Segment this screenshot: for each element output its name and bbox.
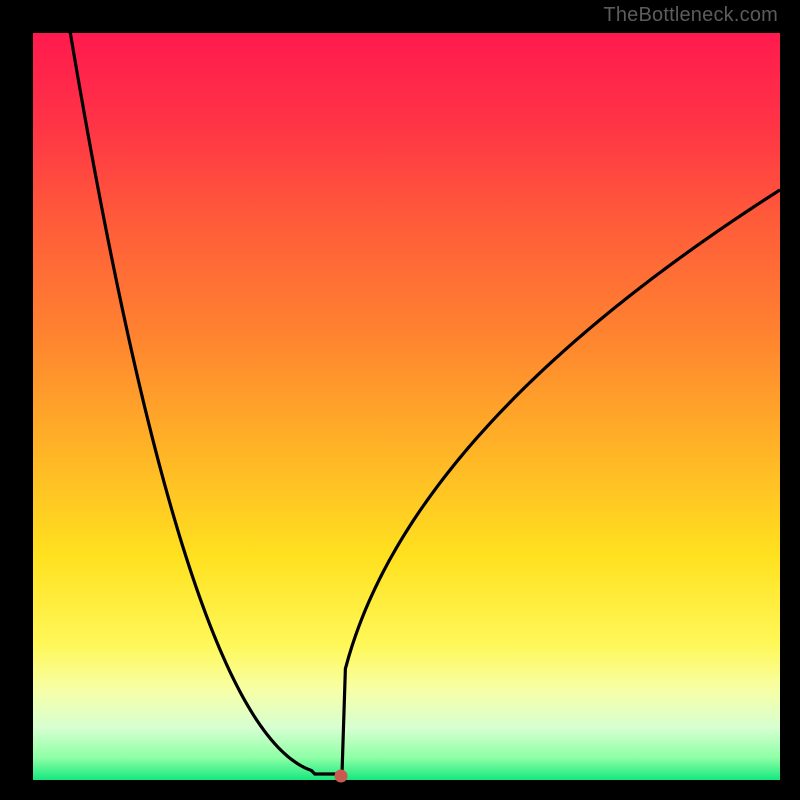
watermark-text: TheBottleneck.com — [603, 4, 778, 27]
bottleneck-curve — [33, 33, 780, 780]
vertex-marker — [334, 769, 347, 782]
curve-path — [33, 33, 780, 774]
plot-area — [33, 33, 780, 780]
